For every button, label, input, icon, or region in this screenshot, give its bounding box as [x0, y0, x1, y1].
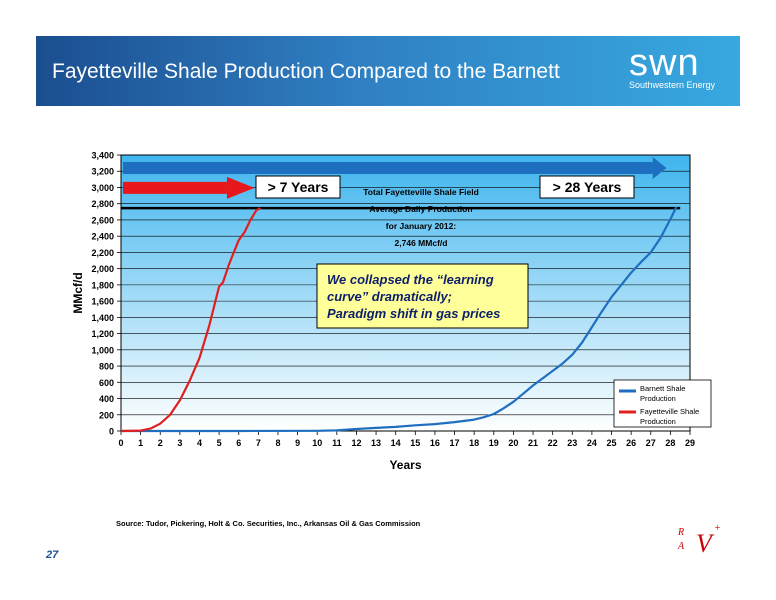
- callout-line: We collapsed the “learning: [327, 272, 494, 287]
- x-tick-label: 28: [665, 438, 675, 448]
- x-tick-label: 12: [351, 438, 361, 448]
- callout-box: [316, 263, 529, 329]
- x-tick-label: 9: [295, 438, 300, 448]
- y-tick-label: 2,000: [91, 264, 114, 274]
- logo-subtitle: Southwestern Energy: [629, 80, 716, 90]
- title-banner: Fayetteville Shale Production Compared t…: [36, 36, 740, 106]
- x-tick-label: 15: [410, 438, 420, 448]
- x-tick-label: 4: [197, 438, 202, 448]
- x-tick-label: 1: [138, 438, 143, 448]
- page-number: 27: [46, 549, 59, 561]
- x-tick-label: 16: [430, 438, 440, 448]
- x-tick-label: 6: [236, 438, 241, 448]
- y-tick-label: 2,400: [91, 232, 114, 242]
- callout-line: curve” dramatically;: [327, 289, 452, 304]
- y-axis-title: MMcf/d: [71, 272, 85, 313]
- x-tick-label: 17: [450, 438, 460, 448]
- callout-line: Paradigm shift in gas prices: [327, 306, 500, 321]
- y-tick-label: 3,000: [91, 183, 114, 193]
- footer-logo-a: A: [678, 541, 685, 552]
- x-tick-label: 10: [312, 438, 322, 448]
- x-tick-label: 14: [391, 438, 401, 448]
- x-tick-label: 29: [685, 438, 695, 448]
- x-tick-label: 11: [332, 438, 342, 448]
- x-tick-label: 2: [158, 438, 163, 448]
- y-tick-label: 1,200: [91, 329, 114, 339]
- y-tick-label: 600: [99, 378, 114, 388]
- barnett-duration-arrow-head: [652, 156, 667, 179]
- x-tick-label: 26: [626, 438, 636, 448]
- legend-box: [613, 379, 712, 428]
- y-tick-label: 1,000: [91, 345, 114, 355]
- y-tick-label: 3,400: [91, 151, 114, 161]
- x-tick-label: 13: [371, 438, 381, 448]
- total-production-line: for January 2012:: [386, 221, 457, 231]
- footer-logo-r: R: [678, 527, 685, 538]
- x-tick-label: 7: [256, 438, 261, 448]
- seven-years-label: > 7 Years: [268, 179, 329, 195]
- x-tick-label: 19: [489, 438, 499, 448]
- total-production-line: Total Fayetteville Shale Field: [363, 187, 479, 197]
- x-tick-label: 3: [177, 438, 182, 448]
- twenty-eight-years-box: [539, 175, 635, 199]
- footer-logo-v: V: [696, 529, 712, 558]
- series-line-fayetteville: [120, 207, 261, 433]
- series-line-barnett: [121, 206, 678, 433]
- x-tick-label: 5: [217, 438, 222, 448]
- source-note: Source: Tudor, Pickering, Holt & Co. Sec…: [116, 519, 421, 528]
- fayetteville-duration-arrow-head: [226, 176, 255, 199]
- y-tick-label: 1,600: [91, 297, 114, 307]
- y-tick-label: 400: [99, 394, 114, 404]
- legend-label-barnett-cont: Production: [640, 394, 676, 403]
- footer-logo-plus: +: [714, 523, 721, 534]
- total-production-line: 2,746 MMcf/d: [395, 238, 448, 248]
- x-tick-label: 21: [528, 438, 538, 448]
- y-tick-label: 1,400: [91, 313, 114, 323]
- company-logo: swn Southwestern Energy: [629, 44, 715, 90]
- legend-label-fayetteville: Fayetteville Shale: [640, 407, 699, 416]
- legend-label-fayetteville-cont: Production: [640, 417, 676, 426]
- logo-mark: swn: [629, 42, 700, 84]
- twenty-eight-years-label: > 28 Years: [553, 179, 622, 195]
- y-tick-label: 2,200: [91, 248, 114, 258]
- x-tick-label: 25: [607, 438, 617, 448]
- x-tick-label: 23: [567, 438, 577, 448]
- seven-years-box: [255, 175, 341, 199]
- x-tick-label: 20: [508, 438, 518, 448]
- y-tick-label: 200: [99, 410, 114, 420]
- x-tick-label: 24: [587, 438, 597, 448]
- x-tick-label: 27: [646, 438, 656, 448]
- y-tick-label: 3,200: [91, 167, 114, 177]
- y-tick-label: 0: [109, 427, 114, 437]
- y-tick-label: 2,600: [91, 215, 114, 225]
- fayetteville-duration-arrow-shaft: [123, 181, 227, 194]
- x-tick-label: 8: [275, 438, 280, 448]
- y-tick-label: 1,800: [91, 280, 114, 290]
- x-axis-title: Years: [389, 458, 421, 472]
- x-tick-label: 0: [118, 438, 123, 448]
- barnett-duration-arrow-shaft: [123, 161, 653, 174]
- total-production-line: Average Daily Production: [369, 204, 472, 214]
- x-tick-label: 22: [548, 438, 558, 448]
- page-title: Fayetteville Shale Production Compared t…: [52, 60, 560, 83]
- x-tick-label: 18: [469, 438, 479, 448]
- y-tick-label: 800: [99, 362, 114, 372]
- legend-label-barnett: Barnett Shale: [640, 384, 685, 393]
- y-tick-label: 2,800: [91, 199, 114, 209]
